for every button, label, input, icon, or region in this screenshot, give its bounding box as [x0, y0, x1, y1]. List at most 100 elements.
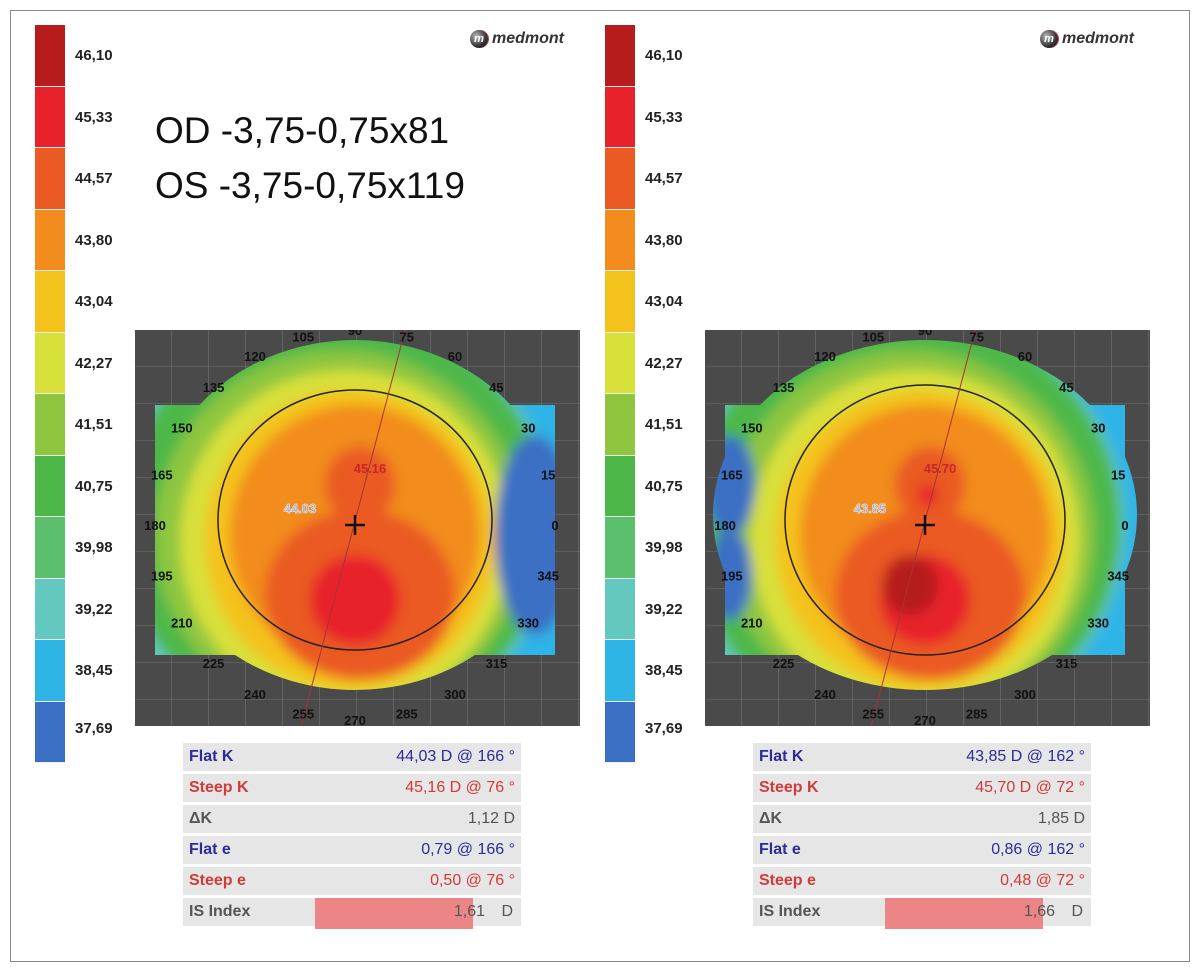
legend-value: 37,69	[75, 719, 113, 737]
brand-name: medmont	[1062, 30, 1134, 47]
legend-swatch	[35, 209, 65, 271]
angle-label: 300	[444, 687, 466, 702]
legend-value: 39,22	[645, 600, 683, 618]
legend-swatch	[605, 25, 635, 87]
row-label: ΔK	[183, 805, 315, 833]
medmont-logo-icon: m	[470, 30, 488, 48]
angle-label: 285	[396, 706, 418, 721]
legend-swatch	[605, 701, 635, 763]
row-label: IS Index	[183, 898, 315, 926]
angle-label: 180	[714, 518, 736, 533]
table-row: ΔK 1,12 D	[183, 805, 521, 833]
legend-value: 41,51	[645, 416, 683, 433]
angle-label: 345	[537, 568, 559, 583]
table-row: ΔK 1,85 D	[753, 805, 1091, 833]
row-label: ΔK	[753, 805, 885, 833]
legend-swatch	[35, 86, 65, 148]
row-value: 43,85 D @ 162 °	[885, 743, 1091, 771]
table-row: Steep e 0,50 @ 76 °	[183, 867, 521, 895]
legend-swatch	[605, 578, 635, 640]
angle-label: 120	[244, 349, 266, 364]
legend-value: 43,04	[645, 293, 683, 310]
angle-label: 45	[489, 380, 503, 395]
angle-label: 15	[1111, 468, 1125, 483]
legend-value: 42,27	[645, 354, 683, 372]
legend-value: 42,27	[75, 354, 113, 372]
row-label: Flat e	[753, 836, 885, 864]
topography-map[interactable]: 43.85 45.70 0 15 30 45 60 75 90 105 120 135 150 165 18…	[705, 299, 1150, 751]
angle-label: 60	[448, 349, 462, 364]
is-index-bar	[885, 898, 1043, 929]
prescription-os: OS -3,75-0,75x119	[155, 165, 465, 206]
is-index-value: 1,66	[1023, 903, 1055, 920]
angle-label: 300	[1014, 687, 1036, 702]
table-row: Flat K 43,85 D @ 162 °	[753, 743, 1091, 771]
legend-swatch	[605, 148, 635, 210]
row-label: Steep e	[183, 867, 315, 895]
angle-label: 225	[203, 656, 225, 671]
legend-swatch	[35, 25, 65, 87]
row-label: Flat e	[183, 836, 315, 864]
row-value: 1,12 D	[315, 805, 521, 833]
medmont-logo: m medmont	[1040, 30, 1134, 48]
angle-label: 15	[541, 468, 555, 483]
angle-label: 45	[1059, 380, 1073, 395]
prescription-od: OD -3,75-0,75x81	[155, 110, 450, 151]
table-row: Steep K 45,16 D @ 76 °	[183, 774, 521, 802]
angle-label: 105	[862, 330, 884, 345]
row-value: 45,70 D @ 72 °	[885, 774, 1091, 802]
legend-value: 38,45	[645, 662, 683, 679]
table-row-is-index: IS Index 1,66 D	[753, 898, 1091, 929]
legend-value: 40,75	[75, 477, 113, 495]
angle-label: 150	[171, 421, 193, 436]
legend-swatch	[35, 640, 65, 702]
row-value: 0,79 @ 166 °	[315, 836, 521, 864]
angle-label: 270	[344, 713, 366, 726]
angle-label: 315	[486, 656, 508, 671]
angle-label: 0	[551, 518, 558, 533]
angle-label: 30	[521, 421, 535, 436]
legend-value: 39,98	[645, 539, 683, 556]
is-index-cell: 1,61 D	[315, 898, 521, 929]
table-row-is-index: IS Index 1,61 D	[183, 898, 521, 929]
map-steep-k-label: 45.70	[924, 461, 957, 476]
angle-label: 255	[292, 706, 314, 721]
row-label: Flat K	[753, 743, 885, 771]
legend-swatch	[605, 209, 635, 271]
panel-od: OD -3,75-0,75x81 OS -3,75-0,75x119 46,10…	[0, 0, 580, 970]
legend-swatch	[605, 332, 635, 394]
legend-swatch	[605, 271, 635, 333]
legend-value: 44,57	[645, 170, 683, 187]
legend-swatch	[35, 701, 65, 763]
is-index-cell: 1,66 D	[885, 898, 1091, 929]
legend-value: 45,33	[75, 108, 113, 126]
keratometry-table: Flat K 44,03 D @ 166 ° Steep K 45,16 D @ 76…	[183, 740, 521, 929]
color-scale-legend	[605, 25, 635, 763]
legend-swatch	[605, 455, 635, 517]
angle-label: 180	[144, 518, 166, 533]
angle-label: 240	[814, 687, 836, 702]
row-label: Steep e	[753, 867, 885, 895]
angle-label: 105	[292, 330, 314, 345]
angle-label: 120	[814, 349, 836, 364]
medmont-logo: m medmont	[470, 30, 564, 48]
topography-map[interactable]: 44.03 45.16 0 15 30 45 60 75 90 105 120 135 150 165 18…	[135, 299, 580, 751]
angle-label: 90	[918, 330, 932, 338]
legend-value: 39,22	[75, 600, 113, 618]
table-row: Flat e 0,79 @ 166 °	[183, 836, 521, 864]
angle-label: 150	[741, 421, 763, 436]
angle-label: 30	[1091, 421, 1105, 436]
legend-value: 38,45	[75, 662, 113, 679]
angle-label: 195	[151, 568, 173, 583]
map-flat-k-label: 43.85	[854, 501, 887, 516]
is-index-unit: D	[1071, 903, 1083, 920]
brand-name: medmont	[492, 30, 564, 47]
legend-swatch	[35, 578, 65, 640]
angle-label: 195	[721, 568, 743, 583]
legend-value: 43,80	[645, 231, 683, 249]
legend-swatch	[35, 455, 65, 517]
angle-label: 270	[914, 713, 936, 726]
map-steep-k-label: 45.16	[354, 461, 387, 476]
angle-label: 75	[970, 330, 984, 345]
table-row: Flat K 44,03 D @ 166 °	[183, 743, 521, 771]
